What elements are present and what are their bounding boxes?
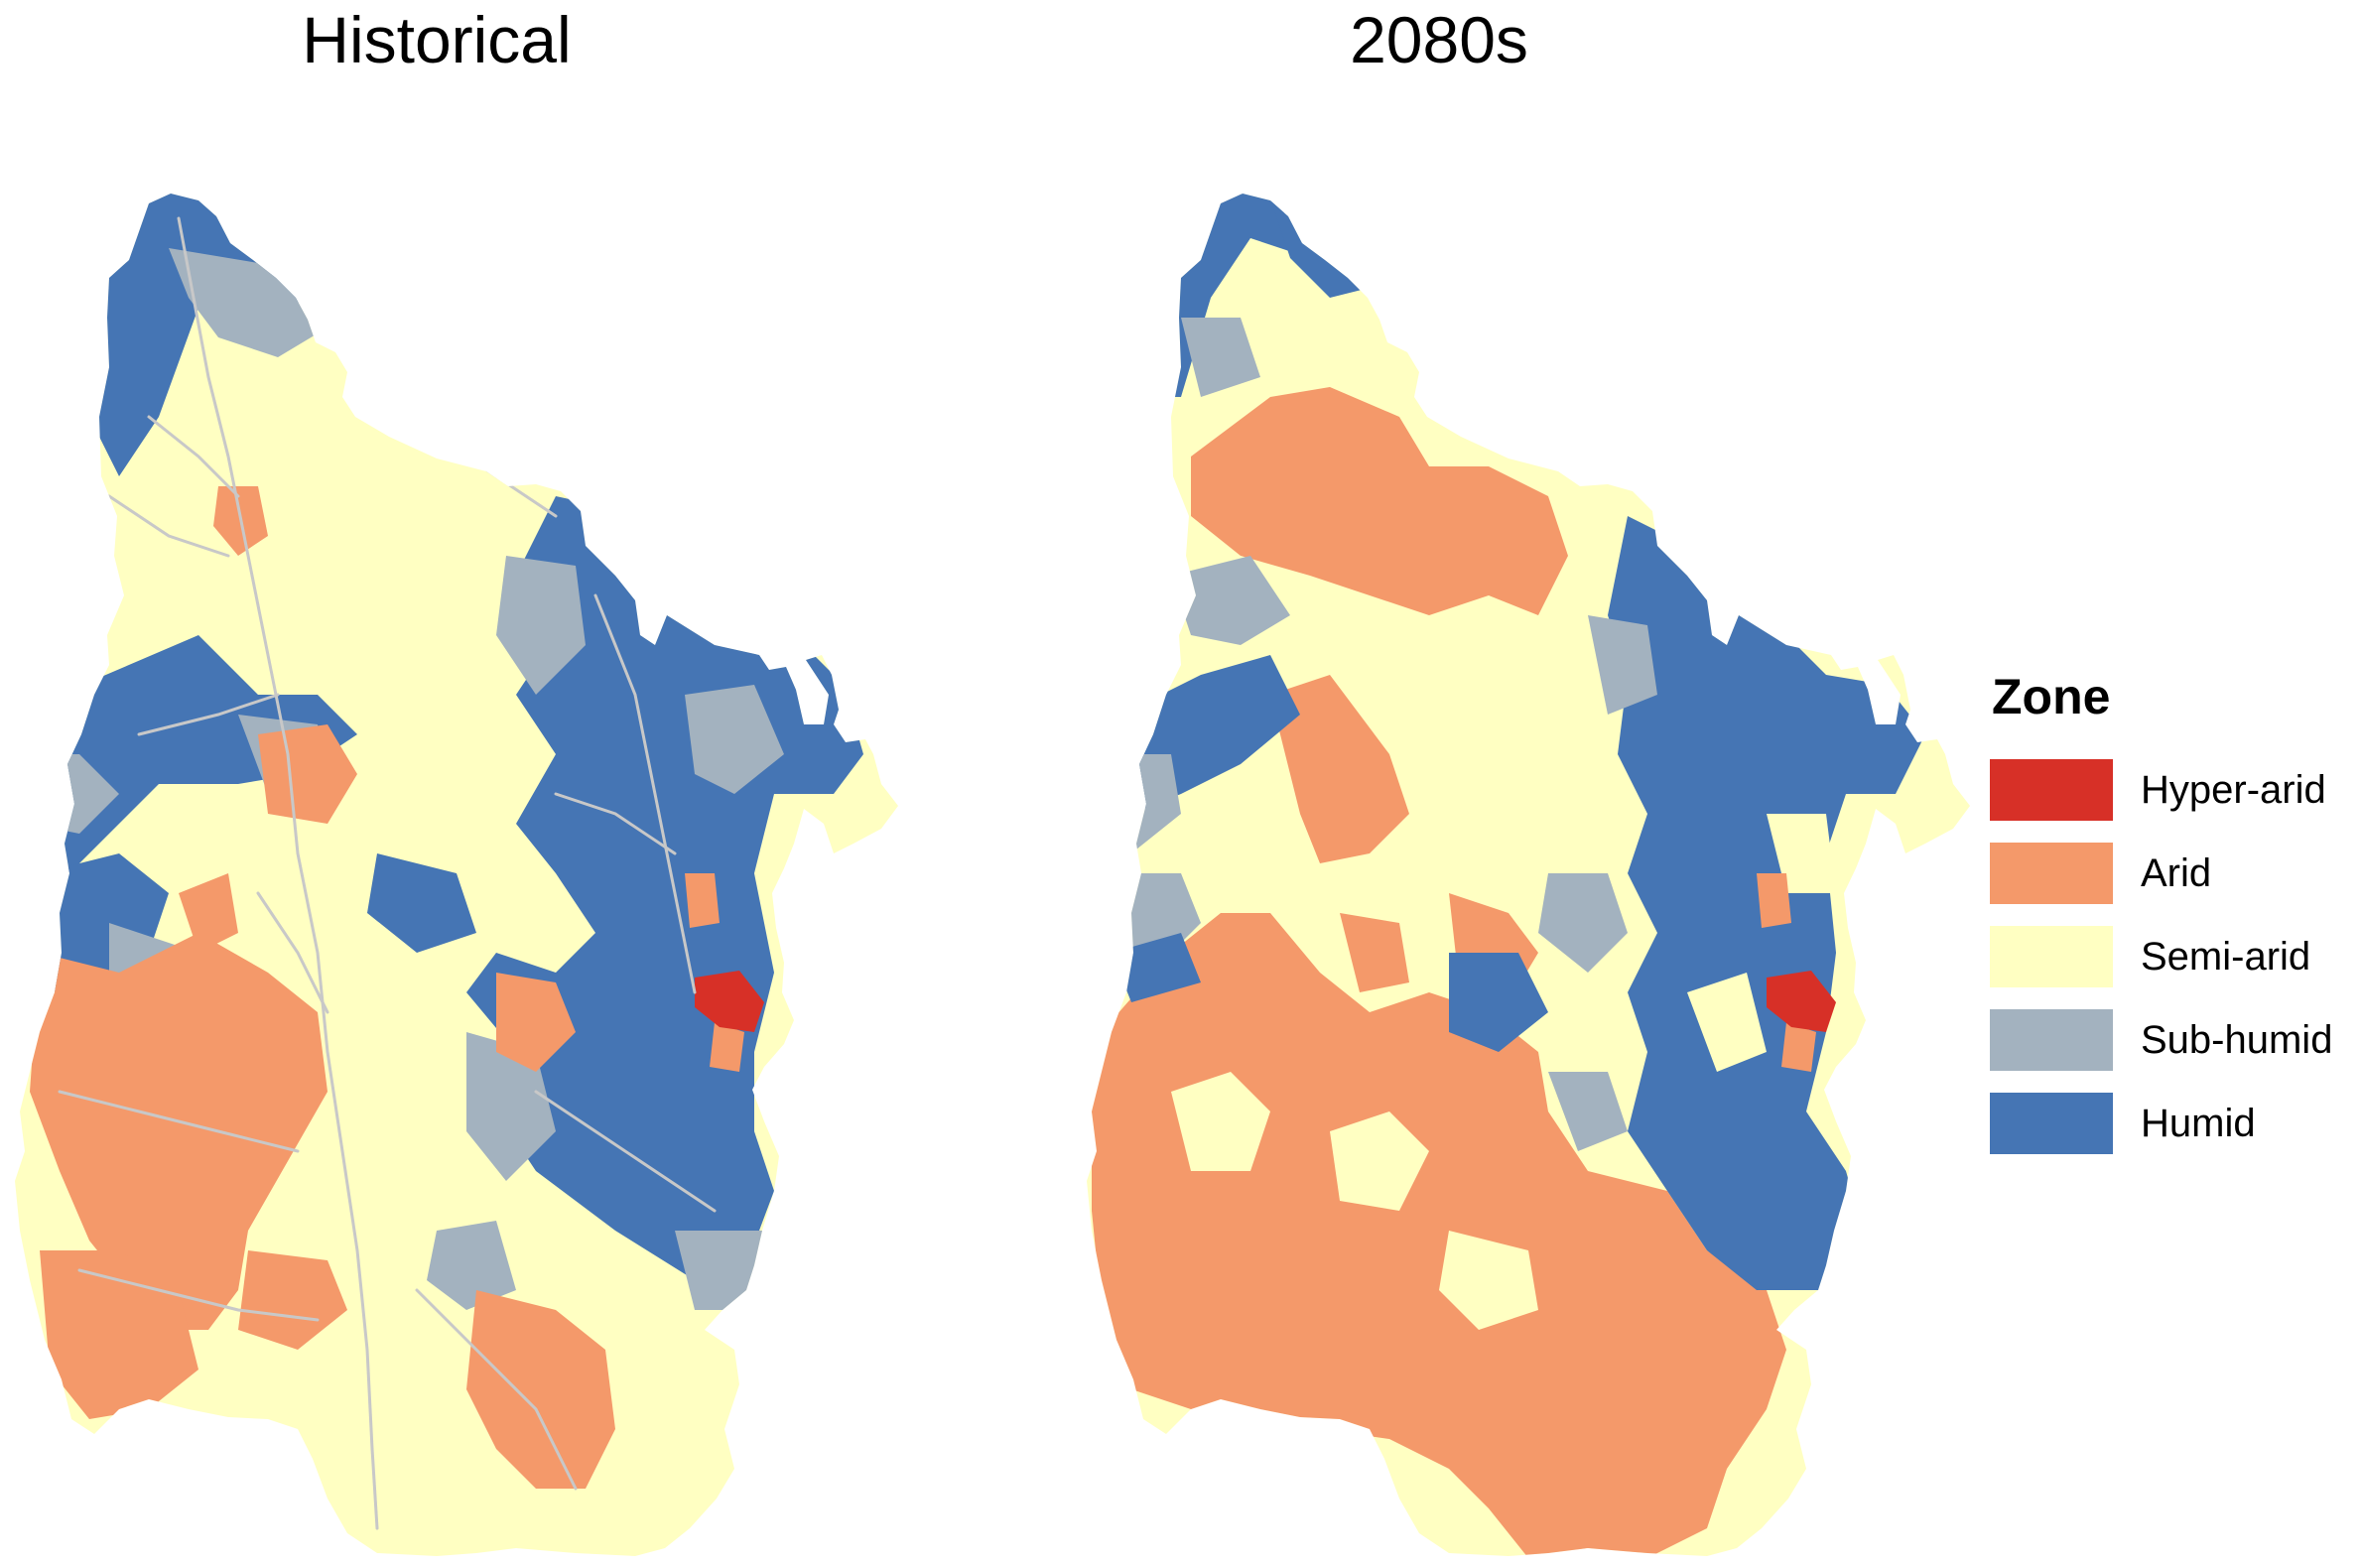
zone-legend: Zone Hyper-arid Arid Semi-arid Sub-humid… [1990,667,2357,1165]
arid-zone [1757,873,1791,928]
legend-swatch [1990,759,2113,821]
legend-swatch [1990,843,2113,904]
historical-zone-map [15,194,898,1556]
sub-humid-zone [1548,1072,1628,1151]
humid-zone [89,194,308,476]
semi-arid-zone [1439,1231,1538,1330]
legend-item-hyper-arid: Hyper-arid [1990,748,2357,832]
sub-humid-zone [1181,318,1260,397]
hyper-arid-zone [695,971,764,1032]
legend-item-sub-humid: Sub-humid [1990,998,2357,1082]
legend-label: Semi-arid [2141,935,2311,979]
humid-zone [1112,933,1201,1002]
arid-zone [1340,913,1409,992]
legend-label: Arid [2141,851,2212,895]
semi-arid-zone [1171,1072,1270,1171]
legend-swatch [1990,1009,2113,1071]
sub-humid-zone [1171,556,1290,645]
semi-arid-zone [1330,1111,1429,1211]
humid-zone [367,853,476,953]
legend-item-semi-arid: Semi-arid [1990,915,2357,998]
arid-zone [1092,913,1786,1556]
sub-humid-zone [1538,873,1628,973]
future-panel-title: 2080s [1350,3,1528,76]
sub-humid-zone [496,556,586,695]
arid-zone [1191,387,1568,615]
legend-swatch [1990,926,2113,987]
legend-item-humid: Humid [1990,1082,2357,1165]
arid-zone [710,1022,744,1072]
hyper-arid-zone [1767,971,1836,1032]
arid-zone [685,873,720,928]
sub-humid-zone [1588,615,1657,715]
historical-panel-title: Historical [302,3,572,76]
sub-humid-zone [685,685,784,794]
arid-zone [1781,1022,1816,1072]
arid-zone [238,1250,347,1350]
arid-zone [30,933,328,1330]
legend-title: Zone [1992,669,2111,724]
arid-zone [40,1250,198,1419]
arid-zone [179,873,238,953]
humid-zone [466,496,863,1280]
future-zone-map [1087,194,1970,1556]
legend-label: Humid [2141,1102,2256,1145]
legend-swatch [1990,1093,2113,1154]
sub-humid-zone [675,1231,764,1310]
legend-item-arid: Arid [1990,832,2357,915]
humid-zone [50,635,357,873]
semi-arid-zone [1687,973,1767,1072]
legend-label: Sub-humid [2141,1018,2333,1062]
legend-label: Hyper-arid [2141,768,2326,812]
arid-zone [466,1290,615,1489]
arid-zone [258,724,357,824]
arid-zone [496,973,576,1072]
sub-humid-zone [427,1221,516,1310]
humid-zone [1449,953,1548,1052]
arid-zone [1270,675,1409,863]
